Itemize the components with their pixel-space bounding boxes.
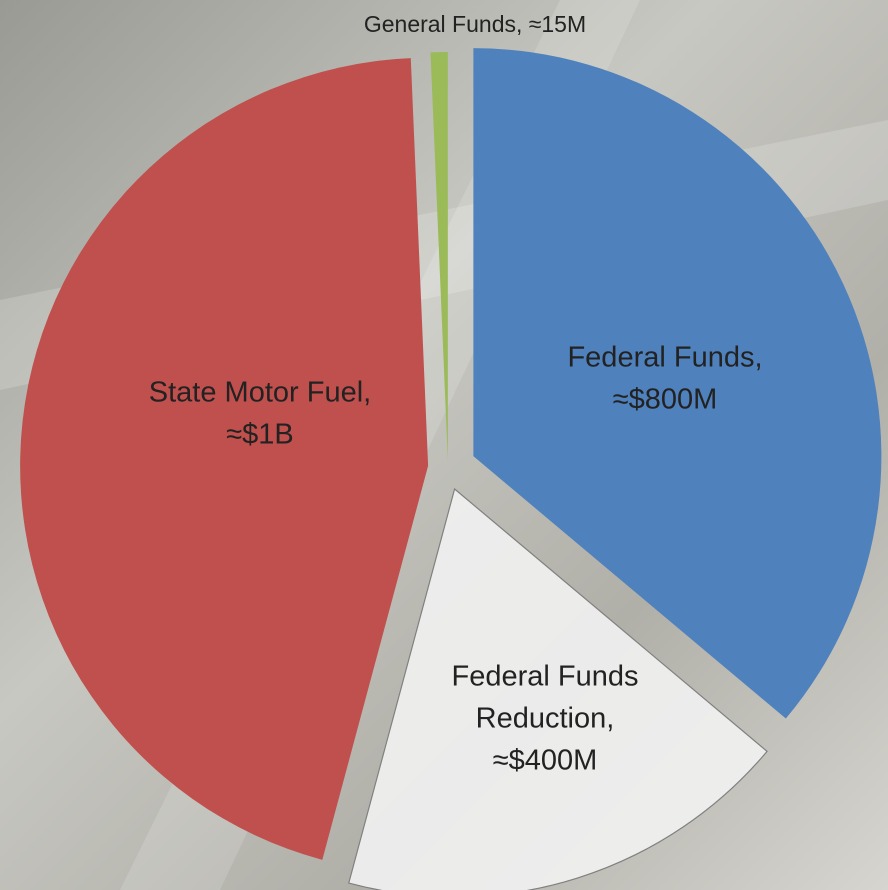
pie-slice	[348, 487, 768, 890]
data-label: State Motor Fuel,	[149, 377, 371, 409]
data-label: ≈$400M	[493, 745, 598, 777]
data-label: ≈$1B	[226, 419, 294, 451]
pie-slice	[473, 48, 882, 719]
pie-slice	[430, 52, 448, 461]
data-label: General Funds, ≈15M	[364, 11, 586, 37]
data-label: Federal Funds	[452, 661, 639, 693]
pie-slice	[20, 58, 429, 860]
data-label: Federal Funds,	[567, 342, 762, 374]
data-label: ≈$800M	[613, 384, 718, 416]
data-label: Reduction,	[476, 703, 615, 735]
